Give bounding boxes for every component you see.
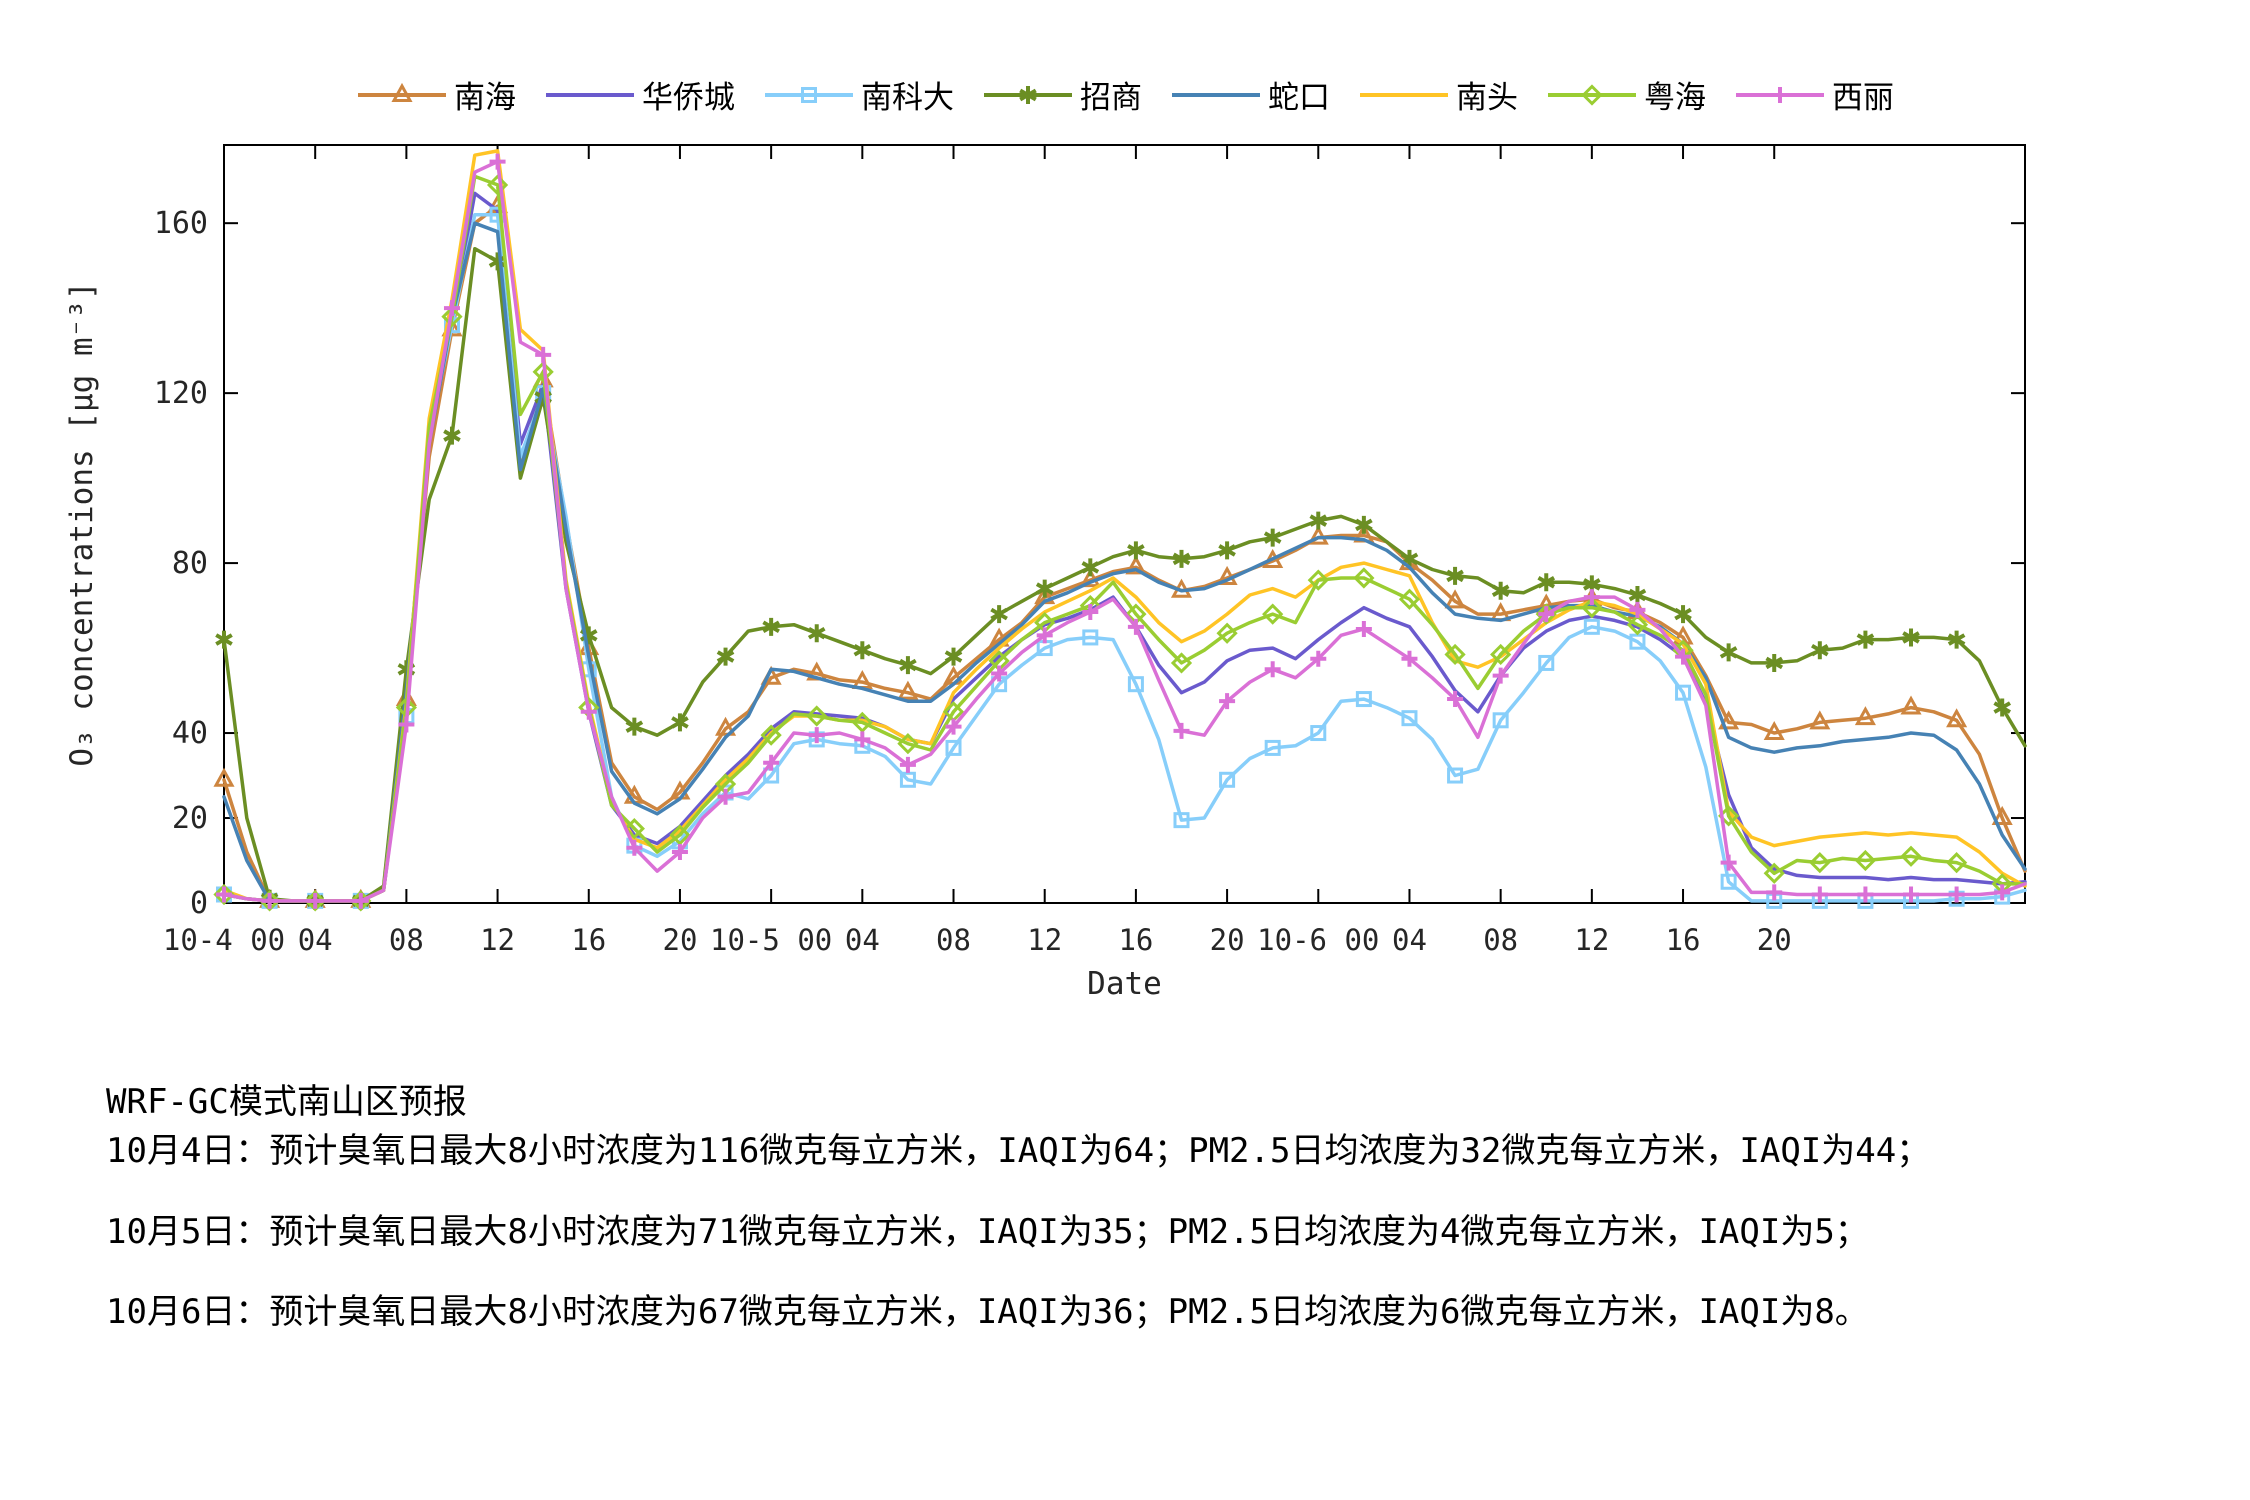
legend-swatch-nanhai — [358, 82, 446, 102]
legend-swatch-nankeda — [765, 86, 853, 103]
series-markers-yuehai — [213, 174, 2013, 912]
legend-item-nantou: 南头 — [1358, 72, 1518, 117]
legend-item-nanhai: 南海 — [356, 72, 516, 117]
legend-label-huaqiaocheng: 华侨城 — [642, 80, 735, 116]
series-line-yuehai — [222, 174, 2027, 903]
forecast-line-oct4: 10月4日：预计臭氧日最大8小时浓度为116微克每立方米，IAQI为64；PM2… — [106, 1130, 1931, 1171]
x-axis-ticks: 10-4 00 04 08 12 16 20 10-5 00 04 08 12 16 20 10-6 0… — [163, 145, 1792, 957]
x-tick-label: 20 — [662, 923, 697, 957]
legend-label-zhaoshang: 招商 — [1080, 80, 1142, 116]
series-line-shekou — [222, 221, 2027, 903]
legend-swatch-zhaoshang — [984, 85, 1072, 104]
legend-item-huaqiaocheng: 华侨城 — [544, 72, 735, 117]
y-axis-title: O₃ concentrations [μg m⁻³] — [64, 281, 100, 766]
legend-swatch-shekou — [1172, 92, 1260, 97]
series-huaqiaocheng — [222, 191, 2027, 903]
series-nankeda — [216, 206, 2027, 909]
legend-swatch-huaqiaocheng — [546, 92, 634, 97]
x-tick-label: 04 — [845, 923, 880, 957]
x-tick-label: 10-4 00 — [163, 923, 285, 957]
legend-item-nankeda: 南科大 — [763, 72, 954, 117]
x-tick-label: 16 — [571, 923, 606, 957]
x-tick-label: 08 — [936, 923, 971, 957]
x-tick-label: 04 — [1392, 923, 1427, 957]
series-markers-xili — [216, 153, 2011, 909]
series-line-huaqiaocheng — [222, 191, 2027, 903]
x-tick-label: 12 — [1027, 923, 1062, 957]
chart-legend: 南海 华侨城 南科大 招商 蛇口 南头 粤海 西丽 — [0, 72, 2250, 117]
x-tick-label: 20 — [1210, 923, 1245, 957]
legend-swatch-nantou — [1360, 92, 1448, 97]
series-yuehai — [213, 174, 2027, 912]
legend-swatch-xili — [1736, 86, 1824, 103]
chart-area: 10-4 00 04 08 12 16 20 10-5 00 04 08 12 16 20 10-6 0… — [64, 144, 2027, 1002]
series-markers-nanhai — [213, 194, 2013, 908]
legend-item-xili: 西丽 — [1734, 72, 1894, 117]
x-tick-label: 12 — [1574, 923, 1609, 957]
legend-swatch-yuehai — [1548, 83, 1636, 106]
legend-label-nankeda: 南科大 — [861, 80, 954, 116]
forecast-line-oct5: 10月5日：预计臭氧日最大8小时浓度为71微克每立方米，IAQI为35；PM2.… — [106, 1211, 1869, 1252]
series-xili — [216, 153, 2027, 909]
series-markers-zhaoshang — [215, 252, 2011, 910]
legend-item-shekou: 蛇口 — [1170, 72, 1330, 117]
x-tick-label: 20 — [1757, 923, 1792, 957]
x-tick-label: 10-5 00 — [710, 923, 832, 957]
legend-label-shekou: 蛇口 — [1268, 80, 1330, 116]
x-tick-label: 04 — [298, 923, 333, 957]
x-tick-label: 08 — [1483, 923, 1518, 957]
legend-item-yuehai: 粤海 — [1546, 72, 1706, 117]
x-tick-label: 16 — [1118, 923, 1153, 957]
legend-label-xili: 西丽 — [1832, 80, 1894, 116]
y-tick-label: 0 — [190, 886, 208, 921]
series-line-nankeda — [222, 212, 2027, 903]
legend-label-nanhai: 南海 — [454, 80, 516, 116]
legend-item-zhaoshang: 招商 — [982, 72, 1142, 117]
o3-forecast-chart: 10-4 00 04 08 12 16 20 10-5 00 04 08 12 16 20 10-6 0… — [64, 144, 2027, 1002]
forecast-line-oct6: 10月6日：预计臭氧日最大8小时浓度为67微克每立方米，IAQI为36；PM2.… — [106, 1292, 1869, 1333]
series-line-xili — [222, 159, 2027, 903]
legend-label-yuehai: 粤海 — [1644, 80, 1706, 116]
x-tick-label: 12 — [480, 923, 515, 957]
y-tick-label: 20 — [172, 801, 208, 836]
y-axis-ticks: 0 20 40 80 120 160 — [154, 206, 2025, 921]
x-tick-label: 10-6 00 — [1257, 923, 1379, 957]
series-shekou — [222, 221, 2027, 903]
x-axis-title: Date — [1087, 966, 1162, 1002]
forecast-title: WRF-GC模式南山区预报 — [106, 1082, 467, 1122]
y-tick-label: 160 — [154, 206, 208, 241]
x-tick-label: 08 — [389, 923, 424, 957]
series-nanhai — [213, 194, 2027, 908]
series-line-zhaoshang — [222, 246, 2027, 903]
plot-border — [223, 144, 2026, 904]
series-zhaoshang — [215, 246, 2027, 910]
y-tick-label: 120 — [154, 376, 208, 411]
forecast-text-block: WRF-GC模式南山区预报 10月4日：预计臭氧日最大8小时浓度为116微克每立… — [106, 1082, 2156, 1373]
legend-label-nantou: 南头 — [1456, 80, 1518, 116]
y-tick-label: 80 — [172, 546, 208, 581]
y-tick-label: 40 — [172, 716, 208, 751]
x-tick-label: 16 — [1666, 923, 1701, 957]
